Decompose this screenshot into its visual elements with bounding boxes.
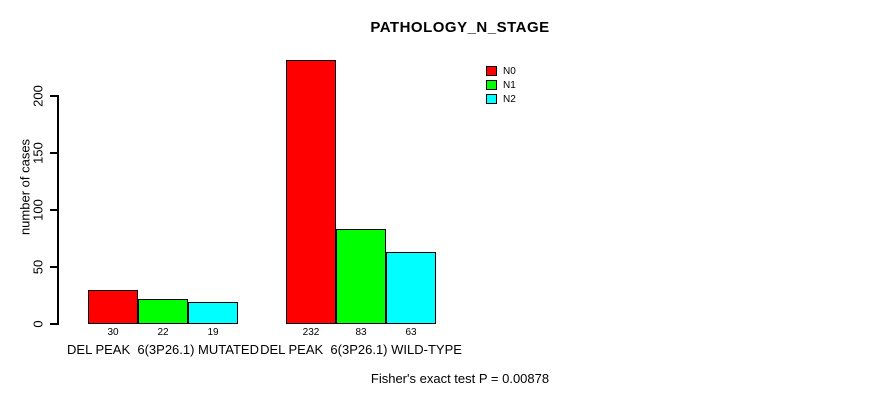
- legend-row: N0: [486, 64, 516, 78]
- y-axis-tick-label: 100: [30, 199, 46, 221]
- y-axis-tick-label: 200: [30, 85, 46, 107]
- bar-n1-group2: [336, 229, 386, 324]
- y-axis-tick-label: 0: [30, 320, 46, 328]
- legend: N0 N1 N2: [486, 64, 516, 106]
- bar-n2-group1: [188, 302, 238, 324]
- bar-value-label: 63: [405, 327, 417, 338]
- y-axis-tick: [50, 323, 57, 325]
- legend-swatch-n2: [486, 94, 497, 104]
- group-label: DEL PEAK 6(3P26.1) WILD-TYPE: [260, 342, 462, 357]
- legend-swatch-n0: [486, 66, 497, 76]
- bar-value-label: 30: [107, 327, 119, 338]
- bar-value-label: 232: [302, 327, 320, 338]
- bar-n1-group1: [138, 299, 188, 324]
- bar-n2-group2: [386, 252, 436, 324]
- bar-value-label: 22: [157, 327, 169, 338]
- y-axis-tick: [50, 266, 57, 268]
- chart-title: PATHOLOGY_N_STAGE: [370, 19, 550, 36]
- y-axis-tick-label: 150: [30, 142, 46, 164]
- group-label: DEL PEAK 6(3P26.1) MUTATED: [67, 342, 259, 357]
- legend-row: N2: [486, 92, 516, 106]
- bar-value-label: 83: [355, 327, 367, 338]
- y-axis-tick: [50, 152, 57, 154]
- legend-swatch-n1: [486, 80, 497, 90]
- legend-row: N1: [486, 78, 516, 92]
- legend-label: N2: [503, 93, 516, 105]
- legend-label: N0: [503, 65, 516, 77]
- y-axis-line: [57, 95, 59, 325]
- bar-n0-group2: [286, 60, 336, 324]
- bar-value-label: 19: [207, 327, 219, 338]
- y-axis-tick: [50, 209, 57, 211]
- y-axis-tick-label: 50: [30, 259, 46, 275]
- legend-label: N1: [503, 79, 516, 91]
- bar-n0-group1: [88, 290, 138, 324]
- y-axis-tick: [50, 95, 57, 97]
- statistical-test-caption: Fisher's exact test P = 0.00878: [370, 371, 550, 386]
